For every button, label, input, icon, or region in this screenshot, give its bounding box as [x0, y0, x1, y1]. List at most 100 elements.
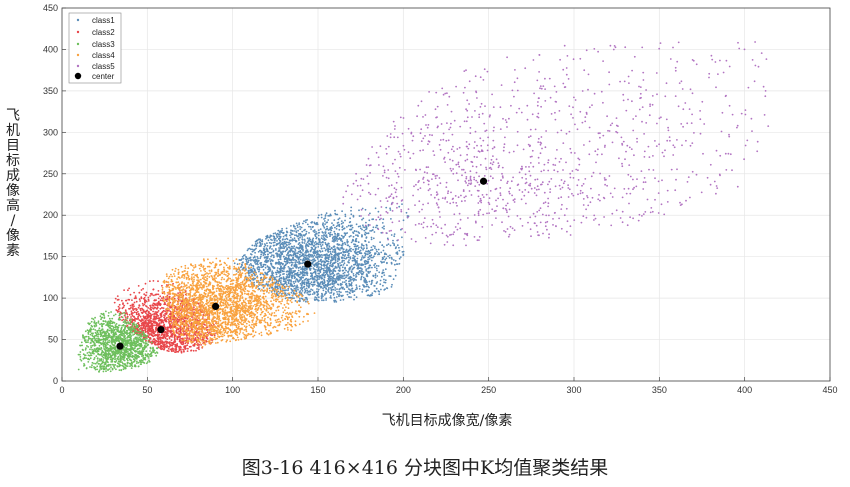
point-class3: [93, 320, 96, 322]
point-class1: [342, 253, 344, 256]
point-class1: [339, 262, 341, 264]
point-class2: [179, 345, 181, 348]
point-class1: [347, 252, 350, 255]
point-class1: [275, 233, 278, 236]
point-class1: [297, 275, 300, 278]
point-class1: [297, 269, 300, 272]
point-class1: [376, 275, 379, 277]
point-class1: [365, 285, 368, 288]
point-class1: [351, 288, 353, 290]
point-class3: [80, 341, 83, 344]
point-class1: [303, 229, 305, 232]
point-class1: [293, 277, 296, 279]
point-class2: [141, 318, 144, 321]
point-class1: [313, 252, 316, 254]
point-class1: [347, 274, 349, 277]
point-class1: [323, 218, 325, 220]
point-class1: [320, 266, 322, 269]
point-class1: [317, 267, 320, 270]
point-class1: [329, 261, 332, 264]
point-class2: [166, 338, 169, 341]
point-class3: [143, 348, 145, 351]
point-class2: [175, 331, 178, 334]
point-class1: [383, 227, 385, 230]
point-class1: [377, 252, 380, 254]
point-class1: [326, 246, 328, 248]
point-class1: [300, 226, 303, 229]
point-class3: [102, 370, 105, 373]
point-class2: [154, 320, 156, 323]
point-class1: [383, 255, 386, 258]
point-class1: [273, 237, 275, 240]
point-class1: [332, 236, 334, 239]
point-class3: [107, 343, 109, 346]
point-class1: [268, 241, 271, 244]
point-class1: [350, 228, 353, 231]
point-class1: [290, 276, 293, 279]
point-class1: [365, 273, 368, 276]
point-class1: [323, 239, 326, 242]
point-class1: [337, 262, 339, 265]
point-class1: [290, 279, 292, 281]
point-class1: [389, 209, 392, 211]
point-class1: [336, 260, 339, 263]
point-class3: [85, 347, 87, 350]
point-class1: [342, 298, 345, 301]
point-class2: [152, 288, 155, 291]
point-class2: [164, 328, 167, 331]
point-class2: [138, 314, 141, 317]
point-class2: [163, 316, 166, 319]
point-class1: [318, 253, 320, 256]
point-class1: [270, 251, 273, 254]
point-class1: [344, 267, 346, 270]
point-class1: [304, 256, 307, 259]
point-class1: [377, 265, 380, 267]
point-class1: [355, 274, 357, 276]
point-class1: [359, 252, 362, 255]
point-class1: [345, 276, 347, 279]
point-class1: [330, 265, 333, 268]
point-class1: [384, 288, 386, 290]
point-class1: [349, 275, 352, 278]
point-class1: [347, 256, 350, 259]
point-class1: [318, 285, 320, 288]
point-class1: [306, 285, 308, 287]
point-class1: [367, 253, 369, 256]
point-class1: [245, 256, 248, 259]
point-class1: [317, 229, 320, 232]
point-class1: [324, 223, 326, 226]
point-class1: [360, 278, 362, 281]
point-class1: [322, 232, 324, 234]
point-class1: [355, 248, 358, 250]
point-class1: [379, 241, 381, 244]
point-class1: [354, 259, 356, 262]
point-class1: [260, 253, 263, 256]
point-class1: [268, 251, 271, 254]
point-class1: [313, 229, 316, 232]
point-class1: [338, 276, 341, 279]
point-class1: [274, 237, 277, 240]
point-class1: [322, 236, 325, 238]
point-class1: [286, 248, 289, 251]
point-class1: [296, 226, 299, 229]
point-class2: [126, 302, 129, 305]
point-class2: [141, 308, 144, 311]
point-class1: [321, 256, 323, 259]
point-class2: [163, 348, 166, 351]
point-class1: [301, 287, 304, 290]
point-class1: [332, 258, 335, 261]
point-class3: [117, 362, 119, 365]
point-class2: [186, 350, 189, 352]
point-class2: [172, 342, 174, 344]
point-class1: [372, 237, 375, 240]
point-class1: [301, 290, 304, 292]
point-class1: [301, 238, 304, 241]
point-class1: [356, 260, 358, 262]
point-class1: [290, 229, 292, 232]
point-class1: [331, 285, 334, 288]
point-class1: [287, 261, 289, 263]
point-class2: [129, 304, 132, 307]
point-class2: [174, 348, 176, 350]
point-class1: [350, 241, 353, 244]
point-class2: [170, 339, 173, 341]
